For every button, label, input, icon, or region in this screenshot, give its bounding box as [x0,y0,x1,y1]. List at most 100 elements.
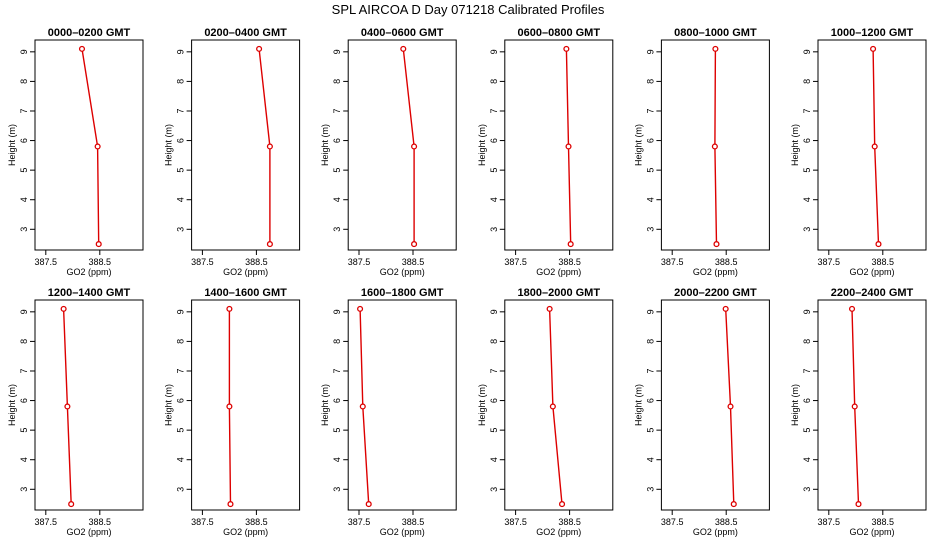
panel-title: 0200–0400 GMT [204,27,287,39]
x-axis-label: GO2 (ppm) [849,267,894,277]
y-tick-label: 3 [645,487,655,492]
x-tick-label: 388.5 [872,517,895,527]
profile-panel: 1000–1200 GMT 387.5 388.5 3 4 5 6 7 8 9 GO2 (ppm) H… [790,27,927,277]
data-point [875,241,882,248]
y-tick-label: 3 [19,227,29,232]
y-tick-label: 7 [645,108,655,113]
y-tick-label: 4 [19,197,29,202]
data-point [730,501,737,508]
y-axis-label: Height (m) [164,124,174,166]
y-tick-label: 8 [645,339,655,344]
profile-panel: 1200–1400 GMT 387.5 388.5 3 4 5 6 7 8 9 GO2 (ppm) H… [7,287,144,537]
x-tick-label: 387.5 [35,257,58,267]
y-axis-label: Height (m) [164,384,174,426]
data-point [870,45,877,52]
data-point [411,241,418,248]
y-tick-label: 6 [332,138,342,143]
y-tick-label: 4 [176,457,186,462]
plot-frame [191,39,301,251]
y-tick-label: 9 [176,309,186,314]
y-tick-label: 6 [176,138,186,143]
y-tick-label: 9 [332,309,342,314]
data-point [95,241,102,248]
plot-frame [34,299,144,511]
y-tick-label: 9 [489,309,499,314]
plot-frame [504,299,614,511]
y-tick-label: 9 [19,309,29,314]
y-tick-label: 8 [645,79,655,84]
y-tick-label: 9 [802,49,812,54]
y-tick-label: 7 [802,368,812,373]
x-tick-label: 388.5 [715,517,738,527]
x-tick-label: 388.5 [245,257,268,267]
figure-title: SPL AIRCOA D Day 071218 Calibrated Profi… [332,2,605,17]
y-tick-label: 6 [489,138,499,143]
y-tick-label: 3 [802,487,812,492]
panel-title: 0800–1000 GMT [674,27,757,39]
y-tick-label: 5 [489,168,499,173]
y-axis-label: Height (m) [790,384,800,426]
y-tick-label: 7 [802,108,812,113]
y-tick-label: 3 [176,227,186,232]
plot-frame [660,39,770,251]
y-tick-label: 6 [19,138,29,143]
y-tick-label: 3 [802,227,812,232]
y-tick-label: 4 [802,457,812,462]
panel-title: 1600–1800 GMT [361,287,444,299]
y-tick-label: 9 [19,49,29,54]
data-point [727,403,734,410]
plot-frame [34,39,144,251]
x-tick-label: 387.5 [35,517,58,527]
y-tick-label: 9 [332,49,342,54]
data-point [94,143,101,150]
y-tick-label: 8 [489,339,499,344]
x-axis-label: GO2 (ppm) [66,267,111,277]
x-tick-label: 387.5 [818,257,841,267]
panel-title: 1000–1200 GMT [831,27,914,39]
y-tick-label: 8 [332,339,342,344]
y-tick-label: 4 [489,197,499,202]
y-tick-label: 4 [19,457,29,462]
data-point [78,45,86,52]
y-tick-label: 7 [645,368,655,373]
y-tick-label: 5 [19,168,29,173]
data-point [256,45,263,52]
y-tick-label: 8 [176,79,186,84]
y-tick-label: 8 [489,79,499,84]
profile-panel: 0400–0600 GMT 387.5 388.5 3 4 5 6 7 8 9 GO2 (ppm) H… [320,27,457,277]
y-tick-label: 8 [802,79,812,84]
y-tick-label: 7 [19,368,29,373]
y-tick-label: 5 [176,428,186,433]
data-point [565,143,572,150]
y-axis-label: Height (m) [7,384,17,426]
y-tick-label: 5 [332,428,342,433]
y-tick-label: 4 [645,197,655,202]
y-tick-label: 7 [19,108,29,113]
plot-frame [191,299,301,511]
x-tick-label: 387.5 [191,517,214,527]
y-tick-label: 3 [19,487,29,492]
x-tick-label: 388.5 [558,257,581,267]
x-tick-label: 387.5 [661,257,684,267]
y-tick-label: 5 [19,428,29,433]
x-axis-label: GO2 (ppm) [223,527,268,537]
data-point [851,403,858,410]
y-tick-label: 6 [176,398,186,403]
plot-frame [504,39,614,251]
y-tick-label: 7 [176,368,186,373]
y-tick-label: 9 [645,309,655,314]
panel-title: 2200–2400 GMT [831,287,914,299]
data-point [713,241,720,248]
y-tick-label: 7 [489,108,499,113]
y-tick-label: 5 [176,168,186,173]
y-tick-label: 3 [645,227,655,232]
y-tick-label: 6 [645,398,655,403]
profile-panel: 0200–0400 GMT 387.5 388.5 3 4 5 6 7 8 9 GO2 (ppm) H… [164,27,301,277]
plot-frame [817,299,927,511]
x-tick-label: 388.5 [89,517,112,527]
panel-title: 0000–0200 GMT [48,27,131,39]
plot-frame [817,39,927,251]
x-tick-label: 387.5 [818,517,841,527]
profile-panel: 1600–1800 GMT 387.5 388.5 3 4 5 6 7 8 9 GO2 (ppm) H… [320,287,457,537]
